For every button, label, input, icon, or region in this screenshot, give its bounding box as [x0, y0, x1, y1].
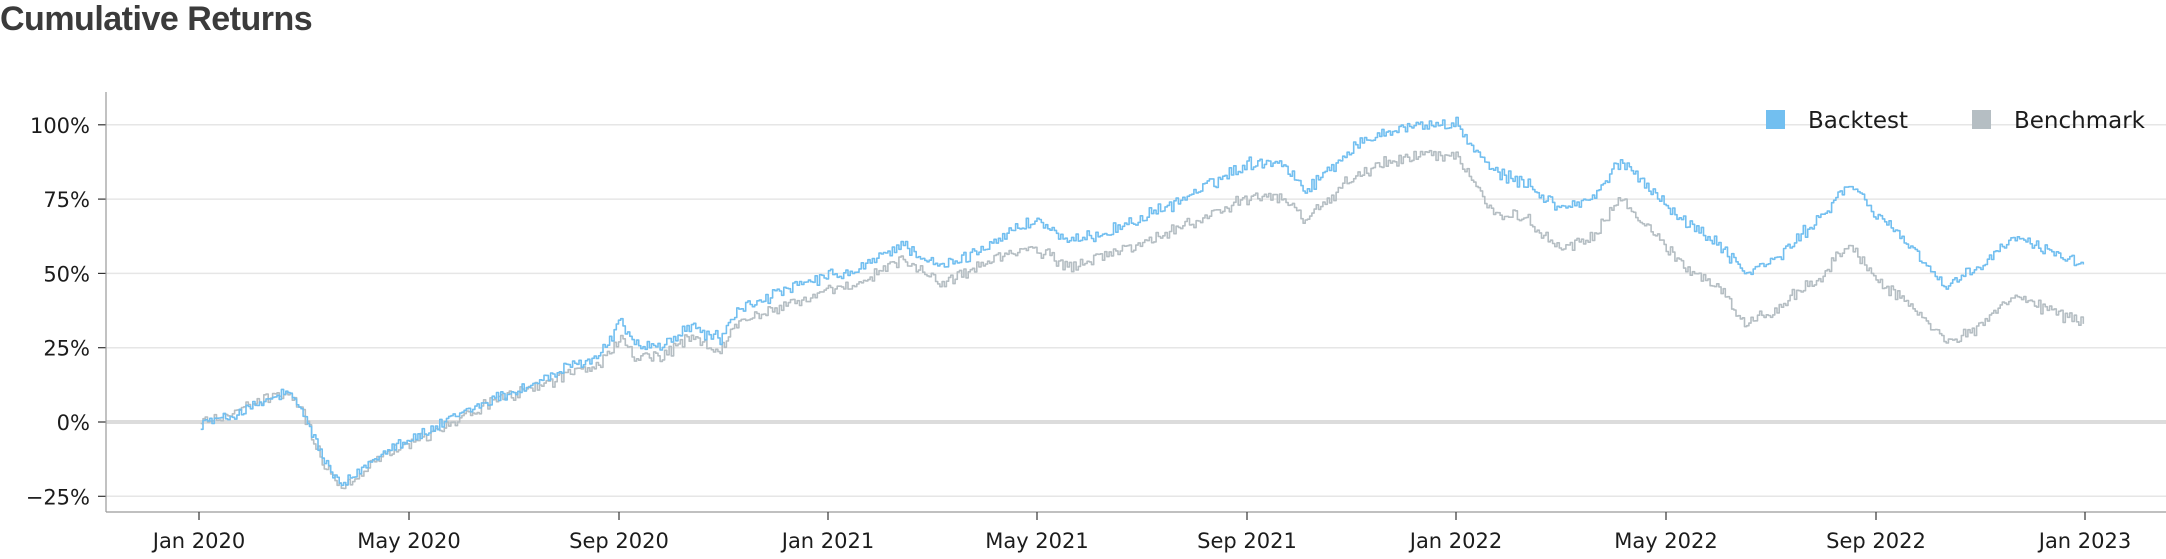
legend-label-benchmark: Benchmark — [2014, 108, 2146, 134]
x-tick-label: Jan 2021 — [780, 529, 875, 553]
x-tick-label: Sep 2021 — [1197, 529, 1297, 553]
chart-title: Cumulative Returns — [0, 0, 313, 38]
x-tick-label: Sep 2022 — [1826, 529, 1926, 553]
gridlines — [106, 124, 2166, 498]
series-line-backtest — [200, 116, 2085, 487]
x-tick-label: Jan 2022 — [1408, 529, 1503, 553]
y-tick-label: 0% — [57, 411, 90, 435]
x-tick-label: May 2021 — [985, 529, 1089, 553]
series-lines — [200, 116, 2085, 490]
series-line-benchmark — [200, 149, 2085, 490]
x-tick-label: May 2020 — [357, 529, 461, 553]
x-tick-label: Sep 2020 — [569, 529, 669, 553]
x-tick-label: May 2022 — [1614, 529, 1718, 553]
legend-swatch-backtest — [1766, 110, 1785, 129]
axes: 100% 75% 50% 25% 0% −25% Jan 2020 May 2020 Sep 2… — [26, 92, 2166, 553]
x-tick-label: Jan 2023 — [2037, 529, 2132, 553]
legend-swatch-benchmark — [1972, 110, 1991, 129]
y-tick-label: 100% — [30, 114, 90, 138]
y-tick-label: −25% — [26, 485, 90, 509]
legend: Backtest Benchmark — [1766, 108, 2146, 134]
y-tick-label: 75% — [43, 188, 90, 212]
y-tick-label: 50% — [43, 262, 90, 286]
legend-label-backtest: Backtest — [1808, 108, 1908, 134]
y-tick-label: 25% — [43, 337, 90, 361]
x-tick-label: Jan 2020 — [151, 529, 246, 553]
